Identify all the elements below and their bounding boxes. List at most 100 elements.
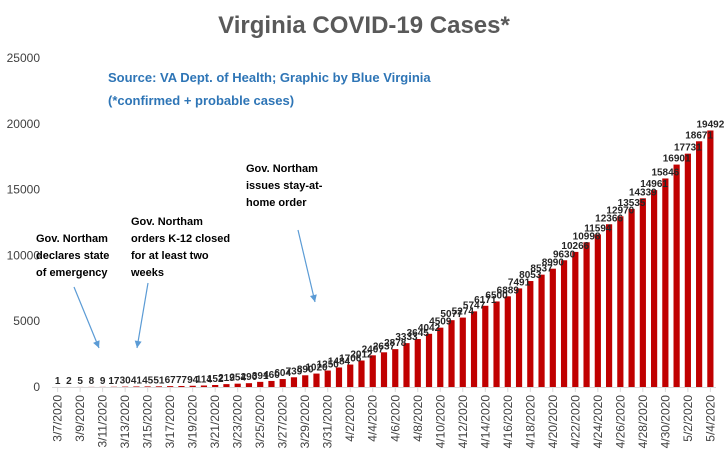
data-label: 8053 — [519, 270, 542, 281]
data-label: 1250 — [317, 360, 340, 371]
bar — [324, 370, 331, 387]
x-tick-label: 3/31/2020 — [321, 395, 335, 449]
data-label: 5747 — [463, 300, 486, 311]
data-label: 11594 — [584, 223, 612, 234]
bar — [155, 386, 163, 387]
data-label: 5 — [77, 376, 83, 387]
bar — [380, 352, 388, 387]
chart-source-note: (*confirmed + probable cases) — [108, 93, 294, 108]
bar — [313, 373, 320, 387]
data-label: 604 — [274, 368, 291, 379]
bar — [279, 379, 286, 387]
x-tick-label: 3/17/2020 — [163, 395, 177, 449]
bar — [605, 224, 613, 387]
x-tick-label: 4/6/2020 — [388, 395, 402, 442]
annotation-text: for at least two — [131, 250, 209, 262]
bar — [403, 343, 410, 387]
x-tick-label: 3/11/2020 — [96, 395, 110, 448]
x-tick-label: 4/18/2020 — [523, 395, 537, 449]
data-label: 152 — [207, 374, 224, 385]
data-label: 7491 — [508, 277, 531, 288]
data-label: 2878 — [384, 338, 407, 349]
x-tick-label: 4/30/2020 — [658, 395, 672, 449]
x-tick-label: 3/23/2020 — [231, 395, 245, 449]
data-label: 5077 — [440, 309, 463, 320]
x-tick-label: 4/20/2020 — [546, 395, 560, 449]
data-label: 8990 — [542, 258, 565, 269]
data-label: 45 — [142, 375, 154, 386]
data-label: 1 — [55, 376, 61, 387]
bar — [234, 383, 241, 387]
bar — [122, 386, 129, 388]
y-tick-label: 15000 — [7, 183, 41, 197]
bar — [583, 242, 590, 387]
x-tick-label: 4/26/2020 — [613, 395, 627, 449]
y-tick-label: 10000 — [7, 248, 41, 262]
bar — [358, 360, 365, 387]
y-tick-label: 0 — [33, 380, 40, 394]
x-tick-label: 3/13/2020 — [118, 395, 132, 449]
data-label: 8537 — [530, 264, 553, 275]
y-axis: 0 5000 10000 15000 20000 25000 — [7, 51, 41, 394]
bar — [696, 141, 703, 387]
data-label: 16901 — [663, 154, 691, 165]
data-label: 10998 — [573, 231, 601, 242]
data-label: 3333 — [395, 332, 418, 343]
bar — [437, 327, 444, 387]
x-axis: 3/7/2020 3/9/2020 3/11/2020 3/13/2020 3/15/2… — [51, 387, 717, 449]
data-label: 2407 — [362, 344, 385, 355]
data-label: 460 — [263, 370, 280, 381]
data-label: 19492 — [696, 119, 724, 130]
data-label: 17731 — [674, 143, 702, 154]
x-tick-label: 4/24/2020 — [591, 395, 605, 449]
x-tick-label: 5/4/2020 — [703, 395, 717, 442]
bar — [448, 320, 455, 387]
bar — [347, 364, 354, 387]
data-label: 67 — [165, 375, 177, 386]
annotations: Gov. Northam declares state of emergency Go… — [36, 163, 323, 349]
data-label: 2637 — [373, 341, 396, 352]
bar — [527, 281, 534, 387]
data-label: 8 — [89, 376, 95, 387]
data-label: 6500 — [485, 290, 508, 301]
x-tick-label: 3/25/2020 — [253, 395, 267, 449]
x-tick-label: 3/15/2020 — [141, 395, 155, 449]
x-tick-label: 3/19/2020 — [186, 395, 200, 449]
x-tick-label: 5/2/2020 — [681, 395, 695, 442]
x-tick-label: 4/10/2020 — [433, 395, 447, 449]
data-label: 2012 — [350, 350, 373, 361]
bar — [538, 274, 545, 387]
bar — [369, 355, 376, 387]
chart-title: Virginia COVID-19 Cases* — [218, 12, 510, 39]
annotation-arrow — [136, 282, 149, 349]
y-tick-label: 25000 — [7, 51, 41, 65]
bar — [212, 384, 219, 387]
bar — [302, 375, 309, 387]
data-label: 14961 — [640, 179, 668, 190]
annotation-text: orders K-12 closed — [131, 233, 230, 245]
x-tick-label: 3/7/2020 — [51, 395, 65, 442]
bar — [414, 339, 421, 387]
data-label: 18671 — [685, 130, 713, 141]
data-label: 739 — [286, 366, 303, 377]
arrowhead — [309, 294, 317, 302]
bar — [639, 198, 646, 387]
bar — [470, 311, 478, 387]
bar — [133, 386, 140, 388]
chart-source-line: Source: VA Dept. of Health; Graphic by B… — [108, 70, 431, 85]
x-tick-label: 3/21/2020 — [208, 395, 222, 449]
y-tick-label: 20000 — [7, 117, 41, 131]
bar — [167, 386, 174, 387]
bar — [549, 268, 556, 387]
bar — [223, 384, 230, 387]
bar — [628, 208, 635, 387]
bar — [493, 301, 500, 387]
data-label: 51 — [153, 375, 165, 386]
data-label: 12366 — [595, 213, 623, 224]
data-label: 15846 — [651, 167, 679, 178]
bar — [707, 130, 714, 387]
bar-series — [54, 130, 714, 388]
data-label: 890 — [297, 364, 314, 375]
bar — [189, 385, 196, 387]
